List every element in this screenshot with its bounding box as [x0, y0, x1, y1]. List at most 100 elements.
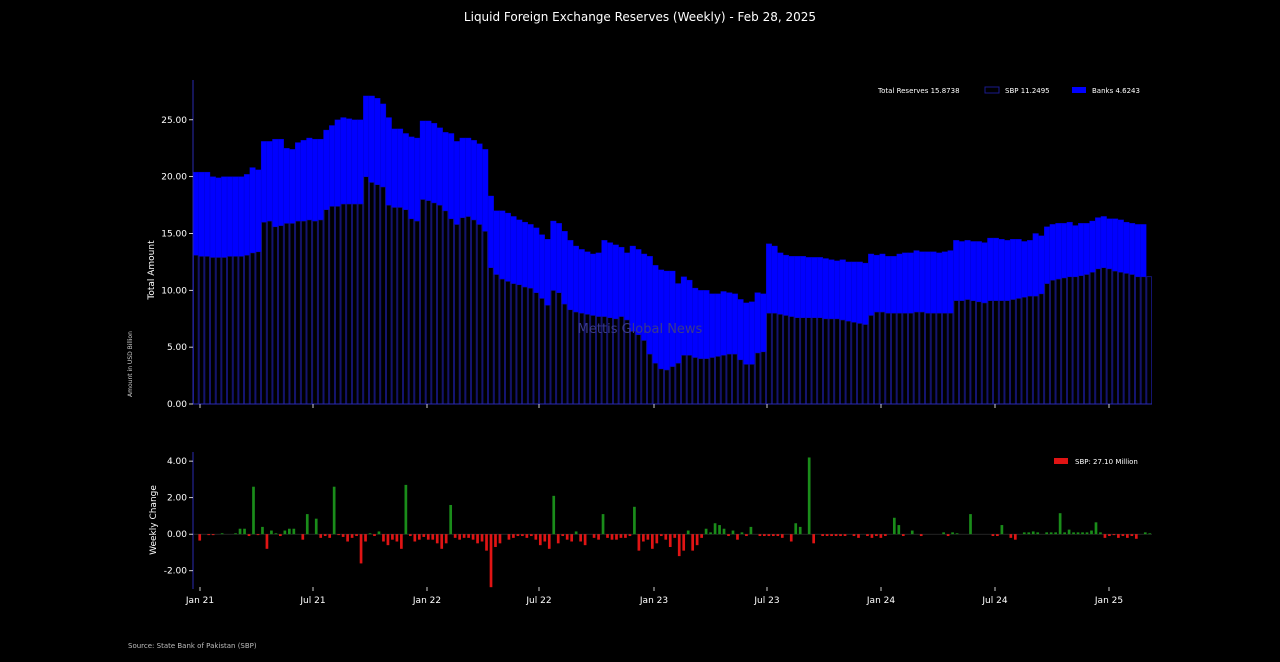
weekly-change-bar: [498, 534, 502, 544]
weekly-change-bar: [686, 530, 690, 535]
weekly-change-bar: [1013, 534, 1017, 540]
banks-bar: [442, 132, 449, 211]
weekly-change-bar: [1108, 534, 1111, 537]
banks-bar: [221, 176, 228, 258]
banks-bar: [817, 257, 824, 318]
sbp-bar: [312, 220, 318, 405]
weekly-change-bar: [628, 534, 632, 537]
weekly-change-bar: [288, 528, 291, 535]
weekly-change-bar: [601, 514, 605, 535]
weekly-change-bar: [942, 532, 945, 535]
sbp-bar: [913, 311, 920, 405]
banks-bar: [624, 252, 631, 321]
weekly-change-bar: [332, 486, 336, 535]
weekly-change-bar: [919, 534, 923, 537]
weekly-change-bar: [740, 532, 744, 535]
weekly-change-bar: [270, 530, 273, 535]
banks-bar: [947, 250, 954, 314]
sbp-bar: [539, 297, 545, 405]
banks-bar: [896, 253, 903, 314]
sbp-bar: [857, 322, 863, 405]
weekly-change-bar: [489, 534, 493, 588]
sbp-bar: [272, 226, 279, 405]
weekly-change-bar: [1121, 534, 1125, 537]
banks-bar: [243, 174, 250, 256]
banks-bar: [385, 117, 392, 206]
banks-bar: [618, 246, 625, 317]
banks-bar: [266, 141, 273, 222]
weekly-change-bar: [731, 530, 735, 535]
sbp-bar: [1078, 275, 1084, 405]
sbp-bar: [278, 225, 284, 405]
sbp-bar: [669, 366, 676, 405]
banks-bar: [1106, 218, 1113, 269]
banks-bar: [1055, 223, 1062, 280]
banks-bar: [521, 221, 528, 288]
sbp-bar: [715, 355, 721, 405]
weekly-change-bar: [1090, 530, 1093, 535]
sbp-bar: [817, 317, 823, 405]
sbp-bar: [970, 300, 976, 405]
sbp-bar: [346, 203, 352, 405]
weekly-change-bar: [1036, 532, 1040, 535]
weekly-change-bar: [1094, 522, 1098, 535]
sbp-bar: [482, 230, 488, 405]
sbp-bar: [516, 284, 523, 405]
sbp-bar: [1066, 276, 1073, 405]
weekly-change-bar: [776, 534, 780, 537]
weekly-change-bar: [722, 528, 726, 535]
banks-bar: [294, 142, 301, 222]
weekly-change-bar: [713, 523, 717, 535]
weekly-change-bar: [892, 517, 896, 535]
weekly-change-bar: [234, 533, 237, 535]
sbp-bar: [845, 320, 852, 405]
sbp-bar: [754, 352, 761, 405]
legend-banks: Banks 4.6243: [1092, 87, 1140, 95]
banks-bar: [425, 120, 432, 201]
banks-bar: [1072, 225, 1079, 277]
banks-bar: [800, 256, 807, 318]
sbp-bar: [510, 283, 517, 405]
weekly-change-bar: [261, 526, 264, 535]
weekly-change-bar: [368, 533, 372, 535]
weekly-change-bar: [646, 534, 650, 540]
sbp-bar: [1095, 268, 1101, 405]
weekly-change-bar: [897, 525, 901, 535]
banks-bar: [306, 137, 313, 220]
weekly-change-bar: [1081, 532, 1084, 535]
weekly-change-bar: [449, 504, 453, 535]
weekly-change-bar: [346, 534, 349, 542]
banks-bar: [272, 138, 279, 227]
banks-bar: [527, 224, 534, 289]
banks-bar: [283, 148, 290, 224]
weekly-change-bar: [969, 514, 972, 535]
sbp-bar: [1146, 276, 1152, 405]
sbp-bar: [369, 181, 375, 405]
sbp-bar: [374, 184, 381, 405]
weekly-change-bar: [516, 534, 520, 537]
weekly-change-bar: [359, 534, 363, 564]
banks-bar: [419, 120, 426, 200]
sbp-bar: [942, 312, 948, 405]
weekly-change-bar: [256, 534, 260, 536]
sbp-bar: [828, 318, 835, 405]
weekly-change-bar: [400, 534, 403, 549]
y-tick-label: 15.00: [161, 229, 187, 239]
banks-bar: [1032, 233, 1039, 297]
y-tick-label: 0.00: [167, 530, 187, 540]
sbp-bar: [488, 267, 494, 405]
weekly-change-bar: [283, 530, 287, 535]
banks-bar: [595, 252, 602, 317]
x-tick-label: Jan 25: [1094, 596, 1123, 606]
banks-bar: [607, 242, 614, 318]
weekly-change-bar: [207, 534, 211, 536]
banks-bar: [1027, 240, 1033, 297]
y-tick-label: 5.00: [167, 343, 187, 353]
x-tick-label: Jan 24: [866, 596, 895, 606]
weekly-change-bar: [619, 534, 623, 538]
weekly-change-bar: [579, 534, 582, 542]
weekly-change-bar: [843, 534, 847, 537]
banks-bar: [1117, 219, 1124, 273]
weekly-change-bar: [525, 534, 529, 538]
banks-bar: [1021, 241, 1028, 298]
